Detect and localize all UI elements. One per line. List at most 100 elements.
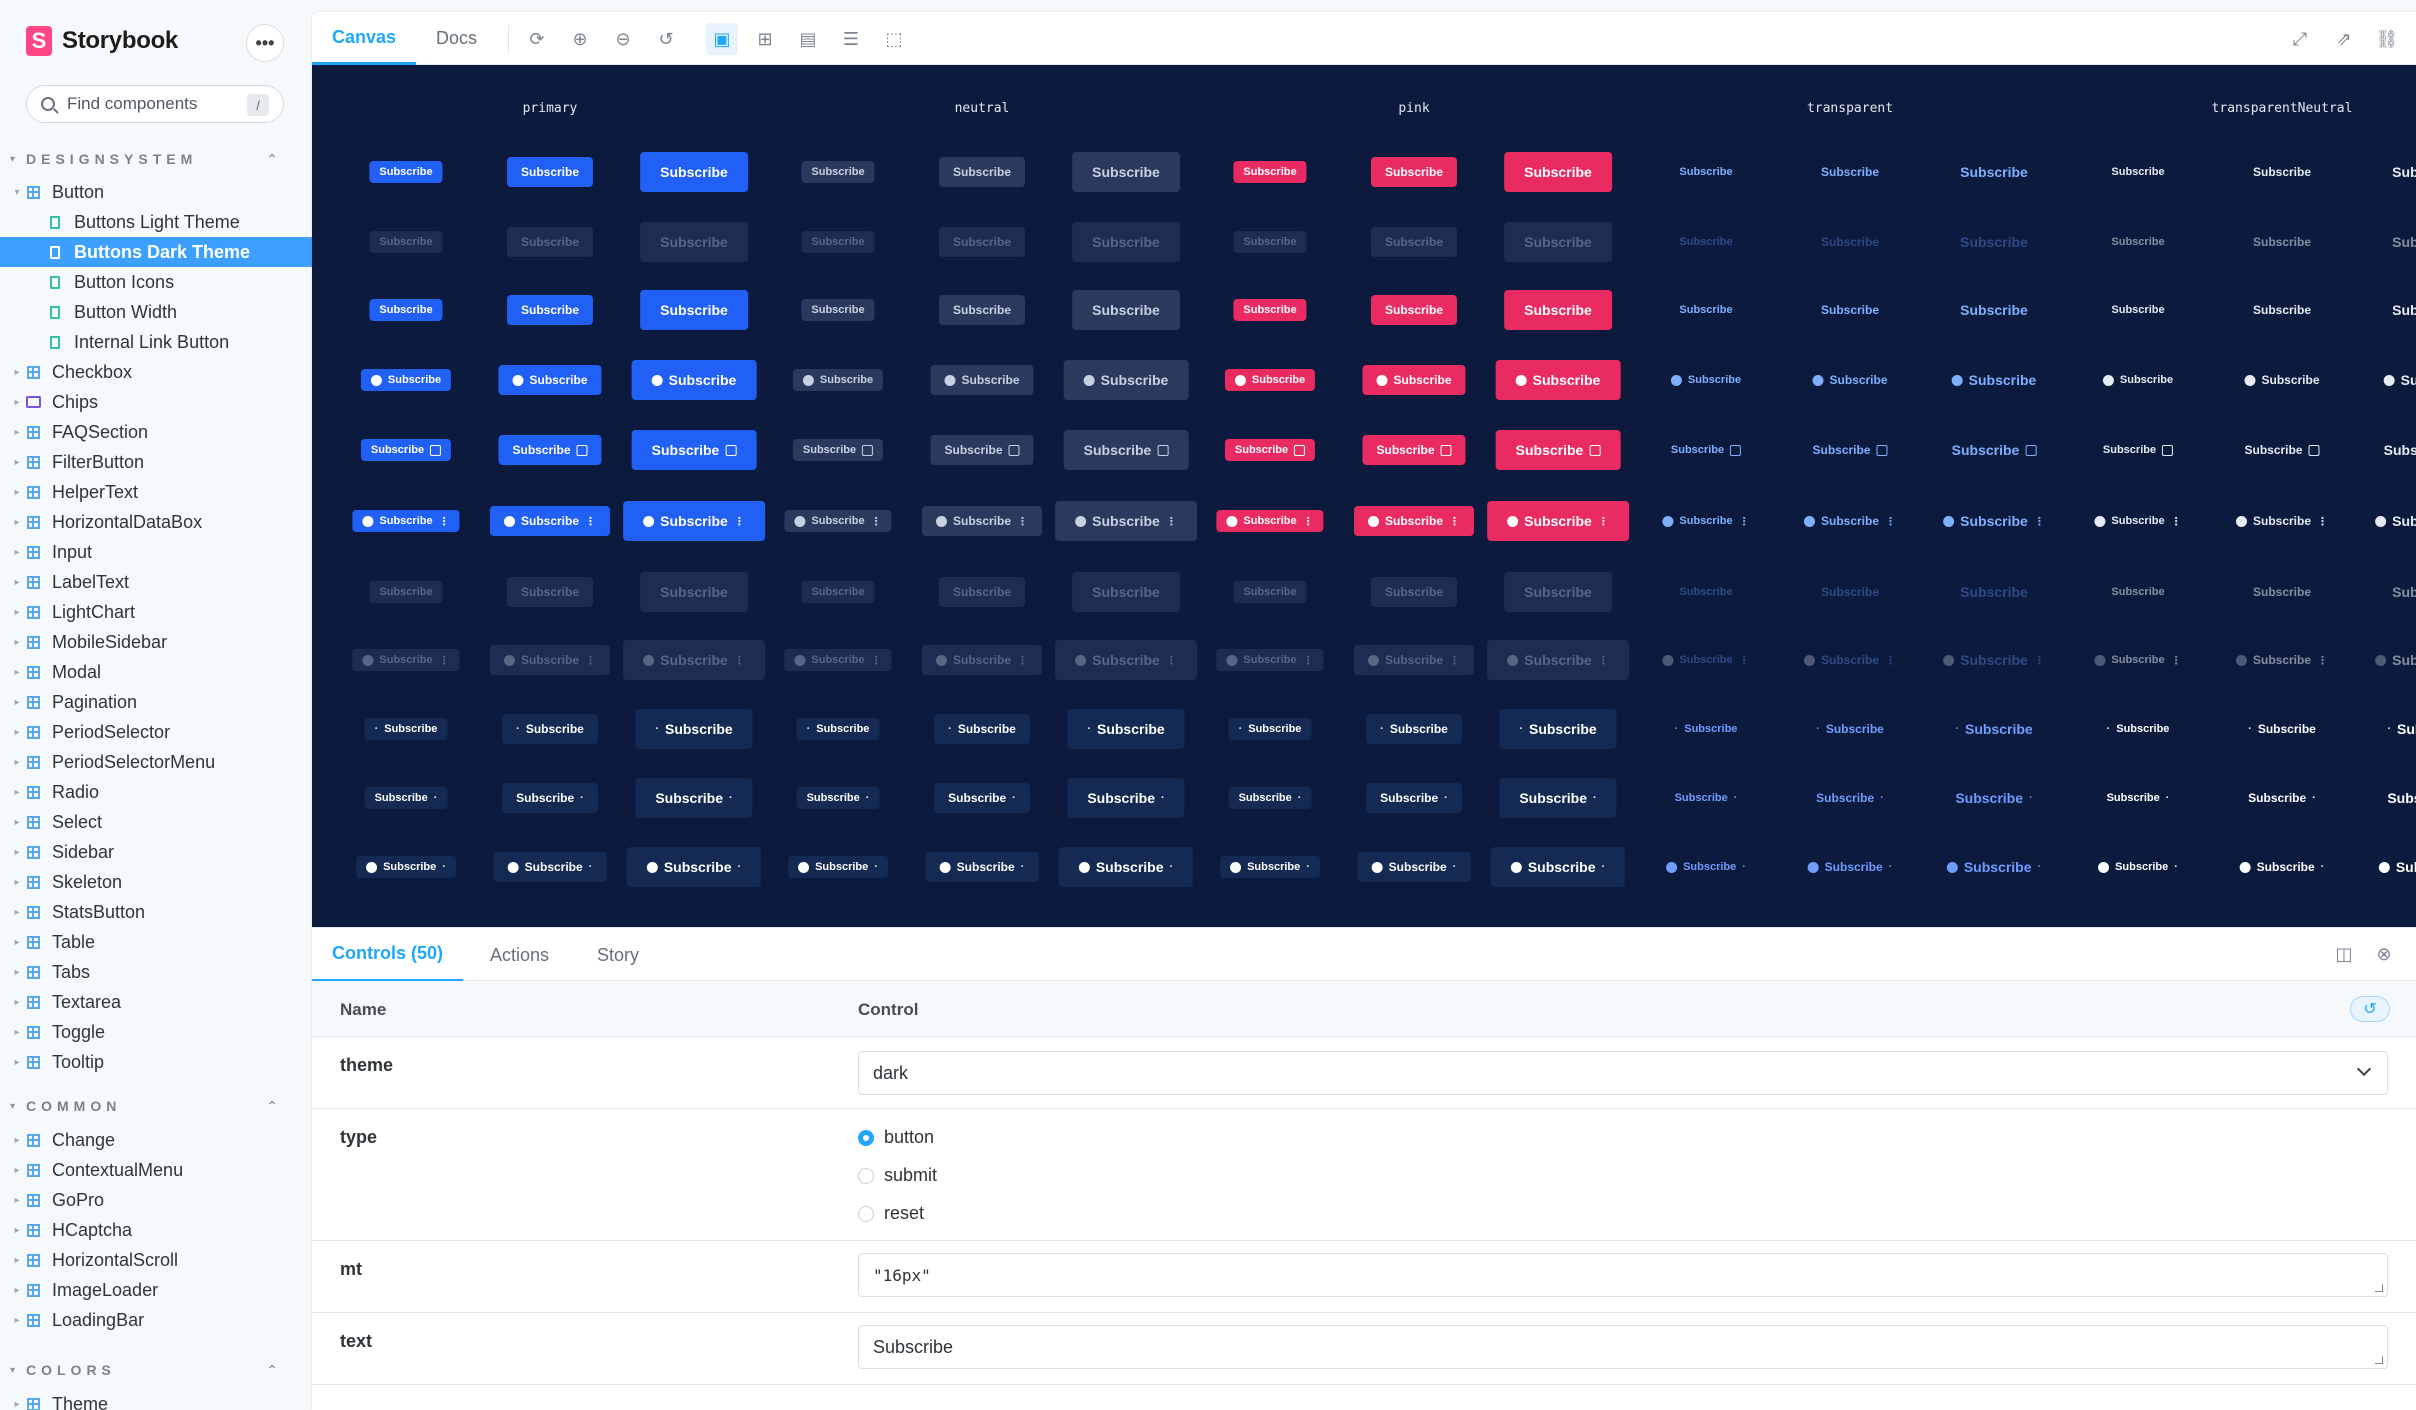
subscribe-button[interactable]: Subscribe [1661,439,1751,461]
subscribe-button[interactable]: Subscribe ⋮ [1055,640,1197,680]
sidebar-item[interactable]: ▸ Change [0,1125,312,1155]
resize-handle-icon[interactable] [2375,1356,2383,1364]
subscribe-button[interactable]: Subscribe [938,227,1026,257]
sidebar-item[interactable]: ▸ Sidebar [0,837,312,867]
subscribe-button[interactable]: Subscribe [801,161,875,183]
sidebar-item[interactable]: ▸ FilterButton [0,447,312,477]
subscribe-button[interactable]: Subscribe [1233,161,1307,183]
sidebar-item[interactable]: ▸ Modal [0,657,312,687]
subscribe-button[interactable]: Subscribe· [1220,856,1320,878]
subscribe-button[interactable]: Subscribe ⋮ [489,506,611,536]
subscribe-button[interactable]: Subscribe [1362,365,1466,395]
viewport-icon[interactable]: ▤ [799,28,817,49]
subscribe-button[interactable]: Subscribe· [1366,783,1462,813]
subscribe-button[interactable]: Subscribe [1669,161,1742,183]
fullscreen-icon[interactable]: ⤢ [2292,28,2308,49]
subscribe-button[interactable]: Subscribe [1495,360,1621,400]
subscribe-button[interactable]: Subscribe· [2359,847,2416,887]
subscribe-button[interactable]: Subscribe [1669,581,1742,603]
subscribe-button[interactable]: Subscribe [1072,152,1180,192]
subscribe-button[interactable]: Subscribe ⋮ [1652,510,1759,532]
subscribe-button[interactable]: Subscribe [1807,295,1893,325]
tab-actions[interactable]: Actions [490,944,550,965]
subscribe-button[interactable]: Subscribe ⋮ [921,506,1043,536]
subscribe-button[interactable]: Subscribe ⋮ [1652,649,1759,671]
sidebar-story-item[interactable]: Internal Link Button [0,327,312,357]
text-input[interactable]: Subscribe [858,1325,2388,1369]
subscribe-button[interactable]: Subscribe [2101,581,2174,603]
subscribe-button[interactable]: · Subscribe [2234,714,2330,744]
subscribe-button[interactable]: Subscribe· [1794,852,1907,882]
subscribe-button[interactable]: Subscribe [2372,152,2416,192]
subscribe-button[interactable]: Subscribe ⋮ [2084,649,2191,671]
sidebar-item[interactable]: ▸ Table [0,927,312,957]
subscribe-button[interactable]: Subscribe [2093,439,2183,461]
zoom-out-icon[interactable]: ⊖ [615,28,631,49]
subscribe-button[interactable]: Subscribe [631,430,757,470]
subscribe-button[interactable]: Subscribe [1807,157,1893,187]
subscribe-button[interactable]: Subscribe [2239,295,2325,325]
subscribe-button[interactable]: Subscribe [1940,222,2048,262]
measure-icon[interactable]: ☰ [842,28,860,49]
outline-icon[interactable]: ⬚ [885,28,903,49]
sidebar-story-item[interactable]: Button Icons [0,267,312,297]
subscribe-button[interactable]: Subscribe ⋮ [1923,501,2065,541]
subscribe-button[interactable]: · Subscribe [1228,718,1312,740]
sidebar-item[interactable]: ▸ Toggle [0,1017,312,1047]
sidebar-item[interactable]: ▸ LightChart [0,597,312,627]
subscribe-button[interactable]: · Subscribe [1802,714,1898,744]
subscribe-button[interactable]: Subscribe [938,157,1026,187]
subscribe-button[interactable]: Subscribe· [1058,847,1194,887]
subscribe-button[interactable]: Subscribe [369,161,443,183]
theme-select[interactable]: dark [858,1051,2388,1095]
subscribe-button[interactable]: · Subscribe [1499,709,1617,749]
sidebar-item[interactable]: ▸ LabelText [0,567,312,597]
subscribe-button[interactable]: Subscribe ⋮ [352,649,460,671]
subscribe-button[interactable]: Subscribe [1370,295,1458,325]
subscribe-button[interactable]: Subscribe [792,369,884,391]
resize-handle-icon[interactable] [2375,1284,2383,1292]
collapse-all-icon[interactable]: ⌃ [266,1361,278,1378]
sidebar-item[interactable]: ▸ HCaptcha [0,1215,312,1245]
subscribe-button[interactable]: Subscribe [1233,299,1307,321]
subscribe-button[interactable]: Subscribe ⋮ [921,645,1043,675]
subscribe-button[interactable]: Subscribe [360,439,452,461]
sidebar-item[interactable]: ▸ HorizontalDataBox [0,507,312,537]
subscribe-button[interactable]: Subscribe [1063,360,1189,400]
sidebar-item[interactable]: ▸ FAQSection [0,417,312,447]
open-new-tab-icon[interactable]: ⇗ [2336,28,2352,49]
subscribe-button[interactable]: Subscribe ⋮ [784,510,892,532]
subscribe-button[interactable]: · Subscribe [1935,709,2052,749]
sidebar-item[interactable]: ▸ HorizontalScroll [0,1245,312,1275]
zoom-in-icon[interactable]: ⊕ [572,28,588,49]
close-panel-icon[interactable]: ⊗ [2376,943,2392,964]
sidebar-group-header[interactable]: ▾ COLORS ⌃ [10,1358,300,1382]
subscribe-button[interactable]: Subscribe ⋮ [1055,501,1197,541]
subscribe-button[interactable]: Subscribe [369,299,443,321]
subscribe-button[interactable]: Subscribe [1233,581,1307,603]
subscribe-button[interactable]: Subscribe [1495,430,1621,470]
subscribe-button[interactable]: · Subscribe [2367,709,2416,749]
subscribe-button[interactable]: Subscribe [506,227,594,257]
subscribe-button[interactable]: Subscribe [801,581,875,603]
subscribe-button[interactable]: Subscribe ⋮ [1487,501,1629,541]
more-options-button[interactable]: ••• [246,24,284,62]
subscribe-button[interactable]: Subscribe [1669,231,1742,253]
copy-link-icon[interactable]: ⛓ [2375,28,2399,49]
subscribe-button[interactable]: Subscribe [2372,222,2416,262]
subscribe-button[interactable]: Subscribe· [1935,778,2052,818]
subscribe-button[interactable]: Subscribe· [1656,856,1756,878]
subscribe-button[interactable]: Subscribe [938,295,1026,325]
subscribe-button[interactable]: Subscribe [1932,430,2057,470]
reset-controls-icon[interactable]: ↺ [2350,996,2390,1022]
subscribe-button[interactable]: · Subscribe [502,714,598,744]
subscribe-button[interactable]: Subscribe· [1499,778,1617,818]
type-radio-button[interactable]: button [858,1127,934,1148]
subscribe-button[interactable]: Subscribe [631,360,757,400]
subscribe-button[interactable]: Subscribe [1370,577,1458,607]
subscribe-button[interactable]: Subscribe [640,572,748,612]
subscribe-button[interactable]: Subscribe [640,290,748,330]
subscribe-button[interactable]: Subscribe [1932,360,2057,400]
subscribe-button[interactable]: Subscribe· [1357,852,1471,882]
subscribe-button[interactable]: Subscribe [360,369,452,391]
